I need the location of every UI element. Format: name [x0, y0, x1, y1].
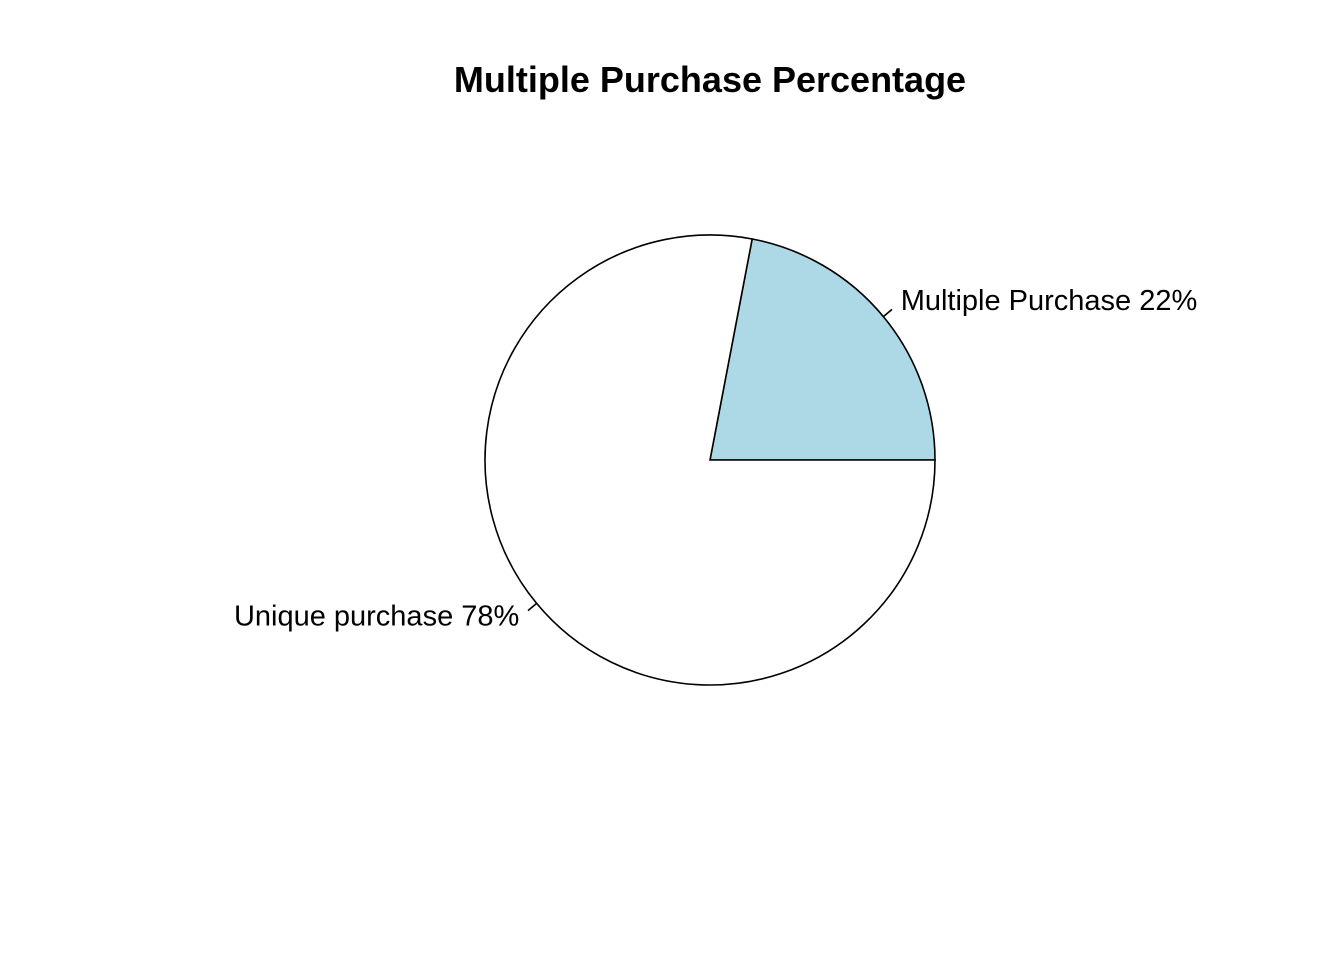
slice-label-unique-purchase: Unique purchase 78%	[234, 600, 519, 632]
slice-label-multiple-purchase: Multiple Purchase 22%	[901, 285, 1198, 317]
label-tick-unique-purchase	[527, 602, 538, 612]
pie-slice-unique-purchase	[484, 234, 936, 686]
chart-title: Multiple Purchase Percentage	[454, 59, 966, 100]
label-tick-multiple-purchase	[882, 308, 893, 318]
label-ticks	[527, 308, 893, 612]
pie-slices	[484, 234, 936, 686]
slice-labels: Multiple Purchase 22% Unique purchase 78%	[234, 285, 1197, 633]
pie-slice-multiple-purchase	[709, 238, 936, 461]
